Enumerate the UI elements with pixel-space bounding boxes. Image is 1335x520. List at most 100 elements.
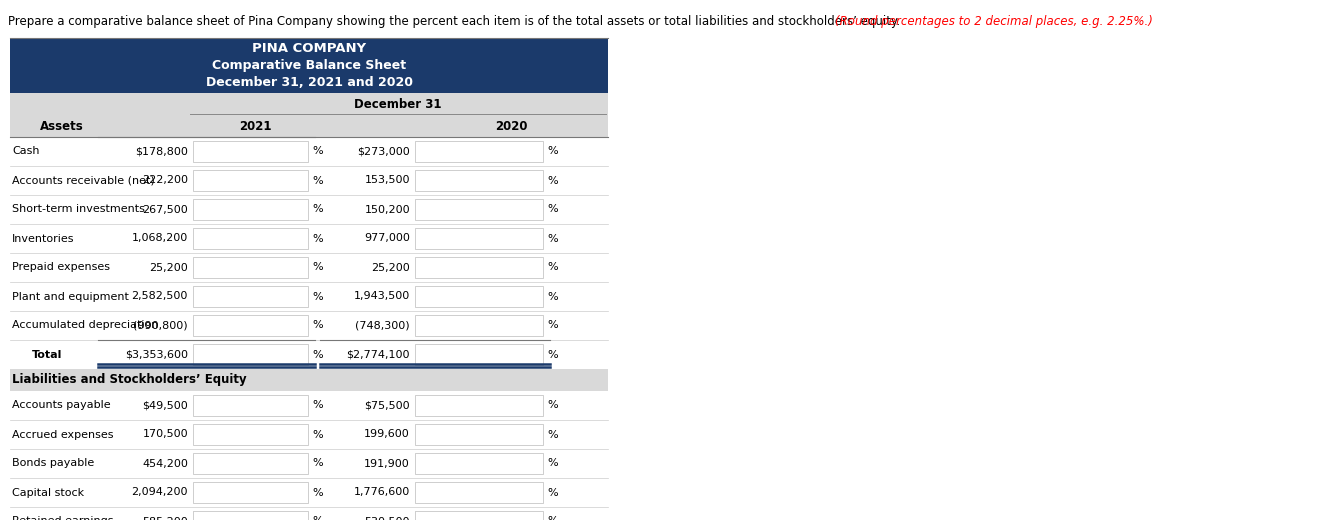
Text: %: % xyxy=(312,516,323,520)
Bar xyxy=(415,257,543,278)
Bar xyxy=(9,93,607,115)
Bar xyxy=(415,395,543,415)
Text: (748,300): (748,300) xyxy=(355,320,410,331)
Bar xyxy=(194,228,308,249)
Bar xyxy=(194,228,308,249)
Text: %: % xyxy=(547,204,558,214)
Bar xyxy=(194,199,308,219)
Bar xyxy=(194,453,308,474)
Bar xyxy=(415,511,543,520)
Bar xyxy=(9,38,607,93)
Text: Assets: Assets xyxy=(40,120,84,133)
Bar xyxy=(194,344,308,365)
Bar xyxy=(194,511,308,520)
Bar xyxy=(415,395,543,415)
Text: $75,500: $75,500 xyxy=(364,400,410,410)
Bar xyxy=(415,287,543,307)
Text: %: % xyxy=(547,516,558,520)
Text: %: % xyxy=(312,430,323,439)
Bar xyxy=(194,171,308,191)
Text: 153,500: 153,500 xyxy=(364,175,410,186)
Text: 1,776,600: 1,776,600 xyxy=(354,488,410,498)
Text: %: % xyxy=(312,204,323,214)
Text: 454,200: 454,200 xyxy=(142,459,188,469)
Text: %: % xyxy=(312,175,323,186)
Text: %: % xyxy=(547,147,558,157)
Bar xyxy=(194,511,308,520)
Bar xyxy=(194,171,308,191)
Bar xyxy=(194,199,308,219)
Bar xyxy=(194,344,308,365)
Bar xyxy=(415,141,543,162)
Bar xyxy=(194,483,308,503)
Text: 2,582,500: 2,582,500 xyxy=(132,292,188,302)
Text: 1,068,200: 1,068,200 xyxy=(132,233,188,243)
Text: %: % xyxy=(547,320,558,331)
Bar xyxy=(415,199,543,219)
Bar xyxy=(415,199,543,219)
Text: 977,000: 977,000 xyxy=(364,233,410,243)
Bar xyxy=(415,453,543,474)
Text: %: % xyxy=(312,263,323,272)
Text: %: % xyxy=(312,147,323,157)
Text: $178,800: $178,800 xyxy=(135,147,188,157)
Text: December 31, 2021 and 2020: December 31, 2021 and 2020 xyxy=(206,75,413,88)
Bar xyxy=(194,287,308,307)
Bar xyxy=(194,141,308,162)
Text: Bonds payable: Bonds payable xyxy=(12,459,95,469)
Bar xyxy=(415,344,543,365)
Text: PINA COMPANY: PINA COMPANY xyxy=(252,43,366,56)
Text: 170,500: 170,500 xyxy=(143,430,188,439)
Text: Cash: Cash xyxy=(12,147,40,157)
Bar xyxy=(415,315,543,335)
Bar xyxy=(194,453,308,474)
Bar xyxy=(415,344,543,365)
Text: December 31: December 31 xyxy=(354,98,442,110)
Text: $273,000: $273,000 xyxy=(358,147,410,157)
Text: 199,600: 199,600 xyxy=(364,430,410,439)
Bar xyxy=(415,315,543,335)
Text: Short-term investments: Short-term investments xyxy=(12,204,146,214)
Bar xyxy=(415,424,543,445)
Text: Accumulated depreciation: Accumulated depreciation xyxy=(12,320,159,331)
Text: %: % xyxy=(547,233,558,243)
Text: %: % xyxy=(312,349,323,359)
Bar xyxy=(9,369,607,391)
Bar xyxy=(194,424,308,445)
Text: %: % xyxy=(547,459,558,469)
Text: 585,200: 585,200 xyxy=(143,516,188,520)
Text: Comparative Balance Sheet: Comparative Balance Sheet xyxy=(212,59,406,72)
Bar xyxy=(415,141,543,162)
Text: %: % xyxy=(312,488,323,498)
Bar xyxy=(194,424,308,445)
Text: 530,500: 530,500 xyxy=(364,516,410,520)
Text: Retained earnings: Retained earnings xyxy=(12,516,113,520)
Text: %: % xyxy=(312,233,323,243)
Bar xyxy=(415,228,543,249)
Text: 2,094,200: 2,094,200 xyxy=(132,488,188,498)
Text: 150,200: 150,200 xyxy=(364,204,410,214)
Text: 1,943,500: 1,943,500 xyxy=(354,292,410,302)
Text: (990,800): (990,800) xyxy=(134,320,188,331)
Bar xyxy=(194,257,308,278)
Text: %: % xyxy=(547,292,558,302)
Bar xyxy=(194,395,308,415)
Text: Total: Total xyxy=(32,349,63,359)
Text: %: % xyxy=(547,488,558,498)
Bar xyxy=(194,287,308,307)
Text: Liabilities and Stockholders’ Equity: Liabilities and Stockholders’ Equity xyxy=(12,373,247,386)
Bar xyxy=(194,315,308,335)
Bar xyxy=(194,395,308,415)
Text: 2020: 2020 xyxy=(495,120,527,133)
Bar xyxy=(415,424,543,445)
Text: 25,200: 25,200 xyxy=(150,263,188,272)
Text: Capital stock: Capital stock xyxy=(12,488,84,498)
Bar xyxy=(415,453,543,474)
Bar xyxy=(415,511,543,520)
Text: Prepare a comparative balance sheet of Pina Company showing the percent each ite: Prepare a comparative balance sheet of P… xyxy=(8,15,900,28)
Bar xyxy=(9,115,607,137)
Text: $3,353,600: $3,353,600 xyxy=(125,349,188,359)
Text: Prepaid expenses: Prepaid expenses xyxy=(12,263,109,272)
Text: %: % xyxy=(312,320,323,331)
Text: 2021: 2021 xyxy=(239,120,272,133)
